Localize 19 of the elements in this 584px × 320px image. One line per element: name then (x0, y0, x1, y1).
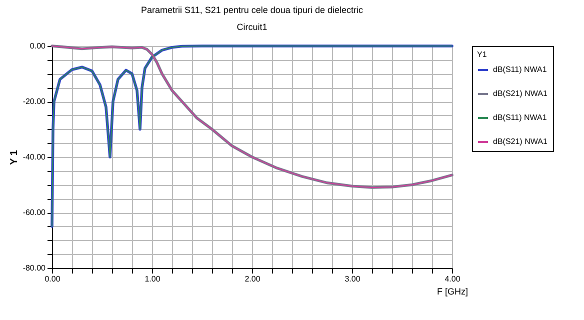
x-tick-label: 1.00 (144, 274, 161, 284)
y-tick-label: 0.00 (30, 42, 46, 50)
chart-title: Parametrii S11, S21 pentru cele doua tipuri de dielectric (141, 5, 364, 15)
x-tick-label: 4.00 (444, 274, 461, 284)
legend-label: dB(S21) NWA1 (493, 89, 548, 98)
legend-label: dB(S11) NWA1 (493, 65, 548, 74)
y-tick-label: -40.00 (22, 152, 46, 162)
y-tick-label: -20.00 (22, 97, 46, 106)
x-tick-label: 3.00 (344, 274, 361, 284)
legend-label: dB(S21) NWA1 (493, 137, 548, 146)
y-axis-title: Y 1 (8, 150, 20, 165)
legend-label: dB(S11) NWA1 (493, 113, 548, 122)
x-tick-label: 2.00 (244, 274, 261, 284)
y-tick-label: -80.00 (22, 264, 46, 272)
y-tick-label: -60.00 (22, 208, 46, 217)
x-axis-title: F [GHz] (437, 286, 468, 296)
chart-subtitle: Circuit1 (236, 22, 268, 32)
x-tick-label: 0.00 (44, 274, 61, 284)
legend-title: Y1 (477, 50, 488, 59)
